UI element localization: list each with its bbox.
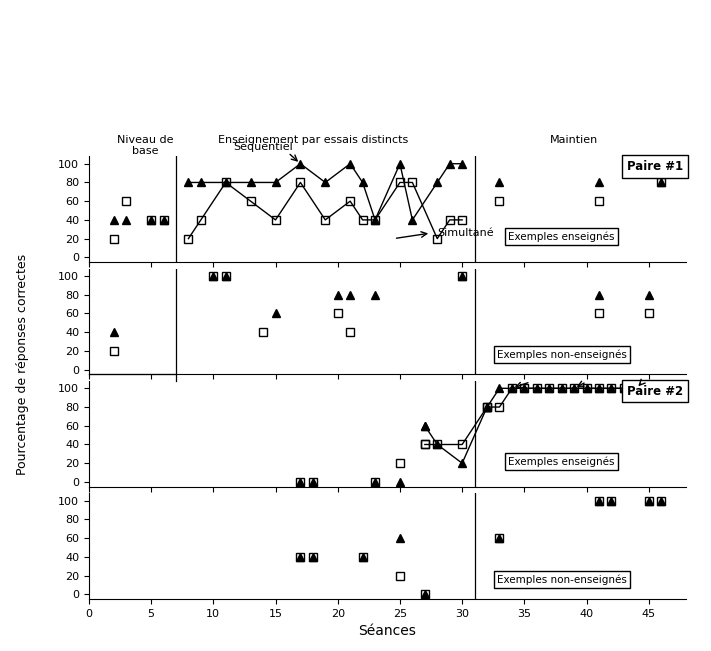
Text: Exemples non-enseignés: Exemples non-enseignés: [497, 350, 626, 360]
Text: Paire #1: Paire #1: [627, 160, 683, 173]
Text: Niveau de
base: Niveau de base: [117, 135, 173, 156]
Text: Maintien: Maintien: [550, 135, 598, 145]
Text: Exemples enseignés: Exemples enseignés: [508, 456, 615, 467]
X-axis label: Séances: Séances: [358, 624, 417, 638]
Text: Pourcentage de réponses correctes: Pourcentage de réponses correctes: [16, 254, 28, 475]
Text: Paire #2: Paire #2: [627, 385, 683, 398]
Text: Séquentiel: Séquentiel: [233, 141, 293, 152]
Text: Enseignement par essais distincts: Enseignement par essais distincts: [218, 135, 408, 145]
Text: Exemples enseignés: Exemples enseignés: [508, 232, 615, 242]
Text: Exemples non-enseignés: Exemples non-enseignés: [497, 574, 626, 585]
Text: Simultané: Simultané: [437, 228, 494, 238]
